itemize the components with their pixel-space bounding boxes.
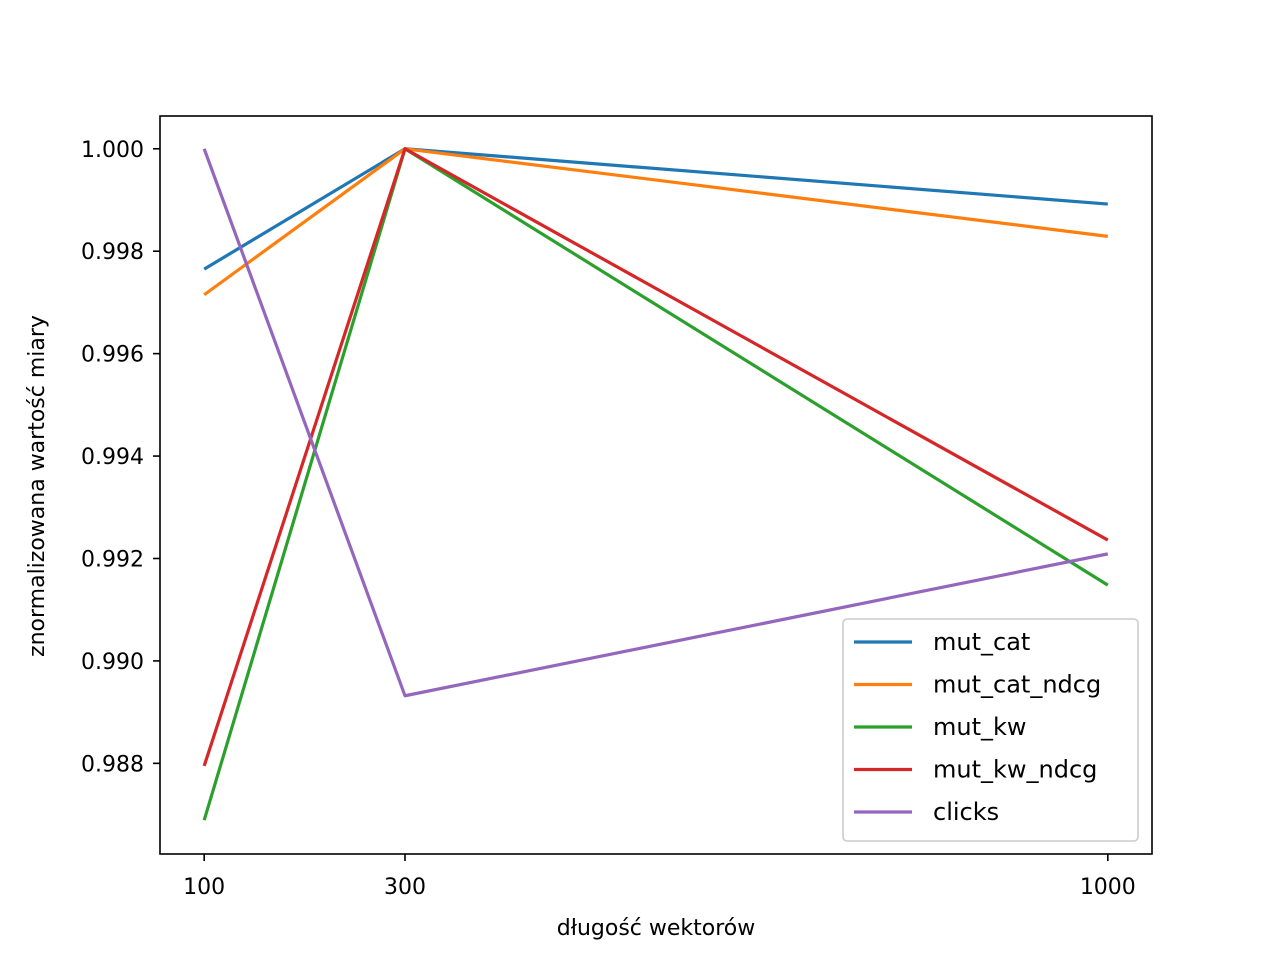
y-tick-label: 0.996	[81, 343, 144, 368]
legend-frame	[842, 618, 1139, 842]
legend-label: mut_kw_ndcg	[933, 756, 1097, 784]
legend-label: mut_cat	[933, 628, 1030, 656]
series-line-mut-kw-ndcg	[202, 147, 1109, 767]
x-tick-label: 1000	[1080, 875, 1136, 900]
plot-frame	[159, 115, 1153, 855]
y-tick-label: 0.990	[81, 650, 144, 675]
legend-label: clicks	[933, 798, 999, 826]
legend: mut_cat mut_cat_ndcg mut_kw mut_kw_ndcgclic…	[842, 618, 1139, 842]
series-layer	[202, 147, 1109, 821]
y-tick-label: 0.992	[81, 547, 144, 572]
legend-label: mut_kw	[933, 713, 1027, 741]
y-axis-label: znormalizowana wartość miary	[25, 315, 50, 657]
series-line-clicks	[202, 148, 1109, 698]
x-tick-label: 100	[183, 875, 225, 900]
y-tick-label: 0.988	[81, 752, 144, 777]
y-tick-label: 0.998	[81, 240, 144, 265]
y-axis: 0.988 0.990 0.992 0.994 0.996 0.998 1.000	[81, 138, 160, 777]
legend-label: mut_cat_ndcg	[933, 671, 1101, 699]
x-tick-label: 300	[384, 875, 426, 900]
x-axis: 100 300 1000	[183, 854, 1136, 900]
y-tick-label: 1.000	[81, 138, 144, 163]
y-tick-label: 0.994	[81, 445, 144, 470]
x-axis-label: długość wektorów	[557, 916, 756, 941]
